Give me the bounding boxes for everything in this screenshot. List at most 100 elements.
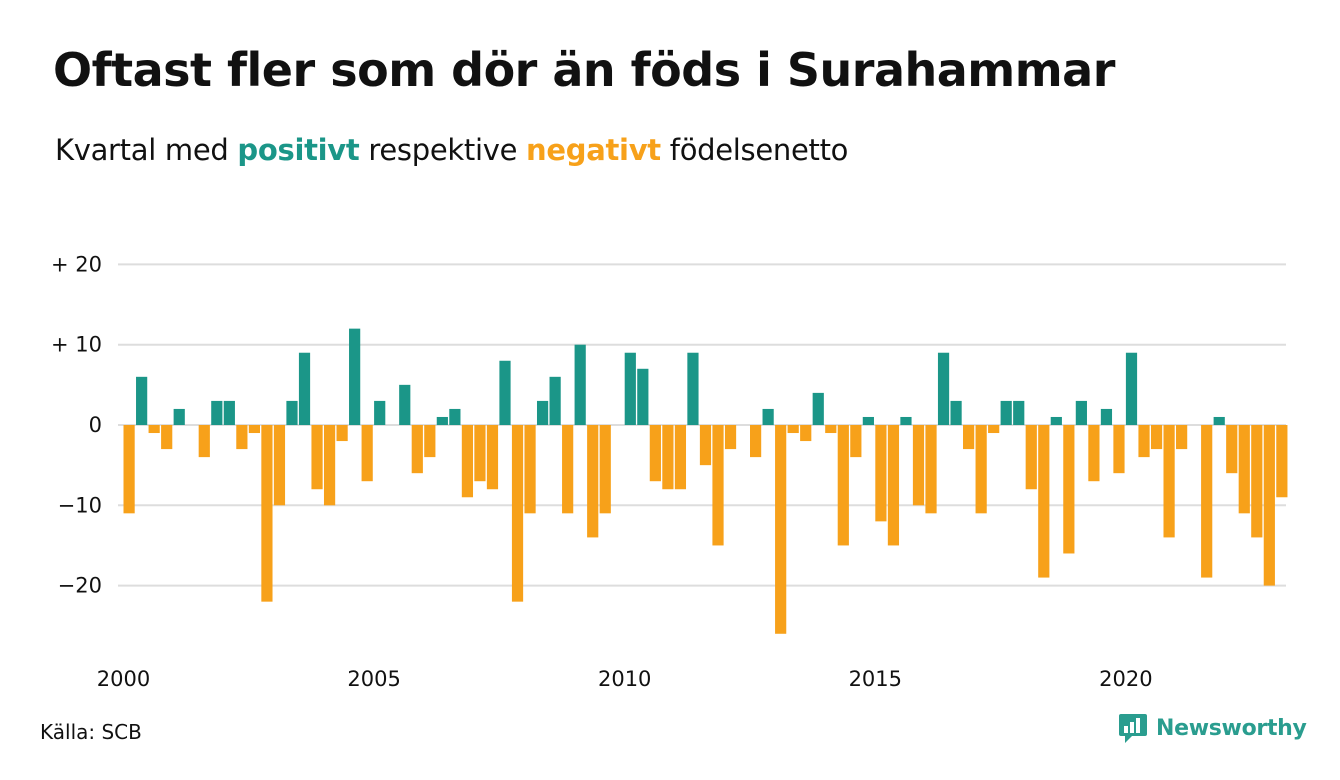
bar [549, 376, 561, 425]
bar [511, 425, 524, 602]
bar [1138, 425, 1150, 458]
bar [536, 400, 549, 425]
bar [1063, 425, 1075, 554]
bar [963, 425, 975, 450]
bar [662, 425, 674, 490]
bar [787, 425, 799, 434]
bar [298, 352, 311, 425]
y-tick-label: 0 [89, 413, 102, 437]
x-tick-label: 2010 [598, 667, 651, 691]
newsworthy-logo-icon [1119, 714, 1147, 743]
bar [775, 425, 787, 634]
bar [800, 425, 812, 442]
bar [762, 408, 774, 425]
bar [349, 328, 361, 425]
bar [436, 416, 448, 425]
bar [161, 425, 173, 450]
bar [449, 408, 461, 425]
bar [712, 425, 724, 546]
bar [173, 408, 185, 425]
bar [988, 425, 1000, 434]
bar [223, 400, 235, 425]
bar [211, 400, 223, 425]
bar [1263, 425, 1275, 586]
bar [261, 425, 273, 602]
bar [198, 425, 210, 458]
bar [461, 425, 474, 498]
bar [850, 425, 862, 458]
bar [1113, 425, 1125, 474]
bar [900, 416, 912, 425]
bar [687, 352, 699, 425]
bar [937, 352, 950, 425]
bar [411, 425, 423, 474]
y-tick-label: −20 [58, 574, 102, 598]
bar [699, 425, 712, 466]
y-tick-label: + 10 [51, 333, 102, 357]
brand-name: Newsworthy [1156, 715, 1307, 741]
bar [1075, 400, 1087, 425]
bar [837, 425, 849, 546]
subtitle-positive-word: positivt [237, 133, 360, 167]
bar [248, 425, 260, 434]
bar [587, 425, 599, 538]
bar [862, 416, 874, 425]
y-axis-labels: + 20 + 10 0 −10 −20 [51, 252, 102, 597]
y-tick-label: + 20 [51, 252, 102, 276]
bar [273, 425, 286, 506]
bar [875, 425, 887, 522]
bar [1176, 425, 1188, 450]
x-axis-labels: 2000 2005 2010 2015 2020 [97, 667, 1153, 691]
subtitle-suffix: födelsenetto [669, 133, 849, 167]
bar [887, 425, 900, 546]
bar [1013, 400, 1025, 425]
bar [148, 425, 160, 434]
bar [336, 425, 348, 442]
bar [674, 425, 687, 490]
bar [724, 425, 737, 450]
bar [649, 425, 661, 482]
chart-title: Oftast fler som dör än föds i Surahammar [53, 43, 1115, 97]
bar [1251, 425, 1263, 538]
bar [1163, 425, 1175, 538]
chart-subtitle: Kvartal med positivt respektive negativt… [55, 128, 848, 172]
bar [574, 344, 586, 425]
bar [1000, 400, 1012, 425]
bar [311, 425, 323, 490]
bar [361, 425, 373, 482]
bar [123, 425, 135, 514]
bar [950, 400, 962, 425]
bar [750, 425, 762, 458]
bar [399, 384, 411, 425]
bar [1088, 425, 1100, 482]
bar [1100, 408, 1113, 425]
bar [486, 425, 499, 490]
bar [1038, 425, 1050, 578]
y-tick-label: −10 [58, 493, 102, 517]
subtitle-prefix: Kvartal med [55, 133, 229, 167]
bar [1238, 425, 1250, 514]
bar [599, 425, 611, 514]
x-tick-label: 2020 [1099, 667, 1152, 691]
bars [123, 328, 1288, 634]
bar [236, 425, 248, 450]
x-tick-label: 2015 [849, 667, 902, 691]
bar [825, 425, 837, 434]
bar [1025, 425, 1037, 490]
bar [912, 425, 925, 506]
bar [424, 425, 436, 458]
bar [925, 425, 937, 514]
bar [812, 392, 824, 425]
x-tick-label: 2000 [97, 667, 150, 691]
bar [524, 425, 536, 514]
bar [1125, 352, 1138, 425]
bar [1050, 416, 1062, 425]
bar [975, 425, 987, 514]
x-tick-label: 2005 [347, 667, 400, 691]
subtitle-middle: respektive [368, 133, 518, 167]
bar [286, 400, 298, 425]
bar [562, 425, 574, 514]
bar [1213, 416, 1225, 425]
bar [374, 400, 386, 425]
